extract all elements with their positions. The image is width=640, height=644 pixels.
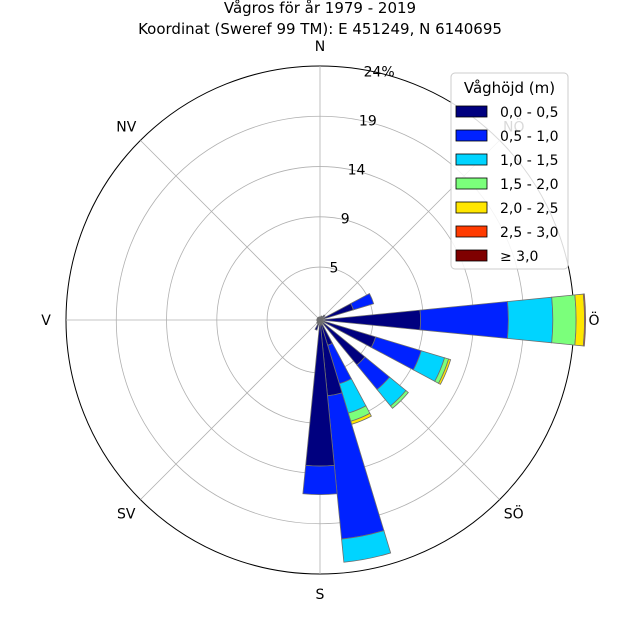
legend-label: 1,0 - 1,5: [500, 153, 558, 169]
legend-title: Våghöjd (m): [464, 79, 555, 97]
legend-swatch: [455, 225, 488, 238]
bar-sectors: [302, 293, 587, 563]
legend-swatch: [455, 129, 488, 142]
bar-segment: [317, 316, 321, 321]
radial-tick-label: 9: [341, 211, 350, 227]
bar-segment: [302, 464, 338, 496]
legend-label: 1,5 - 2,0: [500, 177, 558, 193]
bar-segment: [314, 319, 321, 331]
legend: Våghöjd (m) 0,0 - 0,5 0,5 - 1,0 1,0 - 1,5 1,…: [450, 72, 569, 270]
chart-title: Vågros för år 1979 - 2019: [224, 0, 416, 17]
direction-label: Ö: [588, 311, 599, 329]
bar-segment: [582, 293, 587, 347]
direction-label: S: [316, 587, 325, 603]
bar-segment: [437, 358, 452, 385]
legend-swatch: [455, 153, 488, 166]
bar-segment: [350, 293, 375, 311]
legend-swatch: [455, 249, 488, 262]
direction-label: NV: [116, 119, 136, 135]
grid-spoke: [140, 319, 321, 500]
bar-segment: [507, 296, 554, 344]
legend-label: ≥ 3,0: [500, 249, 538, 265]
direction-label: SV: [117, 507, 136, 523]
bar-segment: [341, 530, 392, 563]
legend-swatch: [455, 105, 488, 118]
direction-label: V: [41, 313, 51, 329]
bar-segment: [319, 314, 326, 321]
radial-tick-label: 19: [359, 113, 377, 129]
bar-segment: [316, 319, 321, 321]
bar-segment: [370, 336, 422, 371]
legend-swatch: [455, 177, 488, 190]
radial-tick-labels: 5 9 14 19 24%: [329, 65, 394, 277]
radial-tick-label: 14: [348, 162, 366, 178]
legend-label: 0,5 - 1,0: [500, 129, 558, 145]
grid-spoke: [140, 140, 321, 321]
chart-subtitle: Koordinat (Sweref 99 TM): E 451249, N 61…: [138, 20, 502, 38]
direction-label: N: [315, 39, 325, 55]
direction-label: SÖ: [504, 505, 524, 523]
bar-segment: [574, 293, 585, 347]
legend-swatch: [455, 201, 488, 214]
bar-segment: [419, 301, 509, 339]
legend-label: 2,0 - 2,5: [500, 201, 558, 217]
legend-box: [450, 72, 569, 270]
radial-tick-label: 24%: [364, 65, 395, 81]
legend-label: 0,0 - 0,5: [500, 105, 558, 121]
bar-segment: [389, 389, 409, 409]
legend-label: 2,5 - 3,0: [500, 225, 558, 241]
bar-segment: [319, 316, 321, 321]
radial-tick-label: 5: [329, 260, 338, 276]
bar-segment: [551, 294, 577, 346]
